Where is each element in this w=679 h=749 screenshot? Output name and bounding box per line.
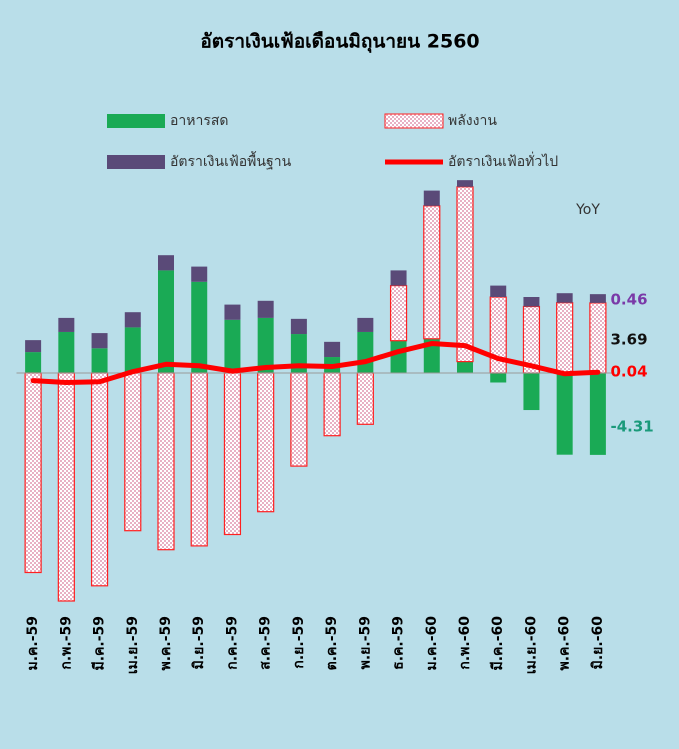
bar [257, 300, 274, 318]
bar [490, 373, 507, 383]
bar [190, 372, 208, 547]
legend-swatch [107, 114, 165, 128]
x-tick-label: ต.ค.-59 [324, 616, 340, 670]
bar [423, 190, 440, 206]
bar [224, 304, 241, 320]
bar [25, 352, 42, 373]
bar [357, 317, 374, 332]
x-tick-label: พ.ค.-60 [557, 616, 573, 671]
x-tick-label: ก.ย.-59 [291, 616, 307, 669]
bar [57, 372, 75, 602]
bar [324, 341, 341, 358]
bar [556, 373, 573, 455]
x-tick-label: ม.ค.-59 [25, 616, 41, 671]
bar [356, 372, 374, 425]
bar [523, 373, 540, 411]
bar [124, 327, 141, 373]
bar [257, 372, 275, 513]
bar [589, 294, 606, 303]
bar [556, 302, 574, 374]
legend-label: อัตราเงินเฟ้อทั่วไป [448, 152, 558, 170]
x-tick-label: มิ.ย.-60 [590, 616, 606, 670]
legend-swatch [107, 155, 165, 169]
x-tick-label: มิ.ย.-59 [191, 616, 207, 669]
x-tick-label: มี.ค.-60 [490, 616, 506, 671]
bar [124, 372, 142, 532]
bar [58, 317, 75, 332]
chart-title: อัตราเงินเฟ้อเดือนมิถุนายน 2560 [200, 31, 479, 54]
bar [290, 372, 308, 467]
bar [191, 281, 208, 373]
bar [223, 372, 242, 536]
bar [323, 372, 341, 437]
bar [390, 270, 407, 286]
bar [456, 186, 474, 363]
bar [490, 285, 507, 297]
x-tick-label: ก.ค.-59 [224, 616, 240, 670]
bar [290, 318, 307, 335]
bar [523, 297, 540, 307]
bar [257, 317, 274, 373]
bar [556, 293, 573, 303]
data-label: 0.46 [611, 291, 648, 309]
bar [423, 338, 440, 373]
bar [24, 372, 42, 574]
bar [390, 340, 407, 373]
bar [290, 334, 307, 373]
bar [157, 372, 175, 551]
bar [191, 266, 208, 282]
bar [423, 205, 441, 340]
bar [457, 361, 473, 373]
data-label: 0.04 [611, 363, 648, 381]
bar [357, 331, 374, 373]
x-tick-label: มี.ค.-59 [92, 616, 108, 671]
legend-label: พลังงาน [448, 113, 497, 129]
legend-swatch [384, 113, 444, 129]
x-tick-label: ม.ค.-60 [424, 616, 440, 671]
x-tick-label: ส.ค.-59 [258, 616, 274, 670]
x-tick-label: ธ.ค.-59 [391, 616, 407, 670]
bar [158, 270, 174, 373]
legend-label: อัตราเงินเฟ้อพื้นฐาน [170, 151, 292, 170]
legend-label: อาหารสด [170, 113, 229, 129]
bar [91, 333, 108, 349]
x-tick-label: ก.พ.-59 [58, 616, 74, 670]
bar [90, 372, 109, 587]
bar [58, 331, 75, 373]
bar [589, 302, 607, 374]
bar [25, 340, 42, 353]
data-label: 3.69 [611, 331, 648, 349]
bar [224, 319, 241, 373]
bar [158, 255, 174, 271]
annotation: YoY [575, 202, 600, 218]
bar [589, 373, 606, 455]
data-label: -4.31 [611, 417, 654, 435]
x-tick-label: เม.ย.-60 [523, 616, 539, 674]
line [30, 341, 601, 385]
bar [124, 312, 141, 328]
x-tick-label: พ.ย.-59 [357, 616, 373, 669]
x-tick-label: ก.พ.-60 [457, 616, 473, 670]
x-tick-label: พ.ค.-59 [158, 616, 174, 671]
bar [91, 348, 108, 373]
bar [389, 285, 408, 342]
x-tick-label: เม.ย.-59 [125, 616, 141, 674]
bar [457, 180, 473, 187]
